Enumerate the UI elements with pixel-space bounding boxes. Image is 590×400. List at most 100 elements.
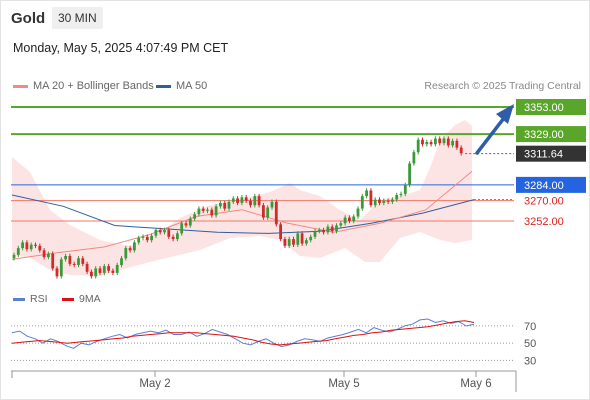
candle-body bbox=[283, 239, 287, 246]
candle-body bbox=[115, 265, 119, 273]
candle-body bbox=[309, 236, 313, 241]
candle-body bbox=[158, 230, 162, 233]
x-axis: May 2 May 5 May 6 bbox=[11, 370, 517, 392]
bollinger-swatch bbox=[13, 84, 28, 88]
candle-body bbox=[90, 271, 93, 277]
header-bar: Gold 30 MIN bbox=[0, 0, 590, 36]
candle-body bbox=[197, 208, 201, 215]
candle-body bbox=[339, 223, 343, 226]
candle-body bbox=[85, 263, 89, 272]
candle-body bbox=[412, 152, 416, 164]
candle-body bbox=[262, 205, 265, 218]
candle-body bbox=[124, 248, 128, 259]
candle-body bbox=[287, 239, 291, 246]
candle-body bbox=[365, 190, 368, 197]
candle-body bbox=[34, 244, 37, 246]
candle-body bbox=[107, 266, 110, 271]
candle-body bbox=[64, 255, 67, 260]
rsi-swatch bbox=[13, 297, 25, 301]
candle-body bbox=[429, 141, 433, 145]
forecast-arrow-head bbox=[496, 104, 514, 124]
price-level-labels: 3353.00 3329.00 3311.64 3284.00 3270.00 3252.… bbox=[516, 99, 586, 228]
level-label-support: 3270.00 bbox=[524, 196, 564, 208]
candlesticks bbox=[12, 136, 463, 279]
rsi-ma-line bbox=[11, 320, 475, 346]
candle-body bbox=[47, 253, 50, 258]
rsi-level-30-label: 30 bbox=[524, 355, 536, 367]
candle-body bbox=[270, 201, 274, 208]
candle-body bbox=[81, 258, 85, 264]
candle-body bbox=[408, 163, 411, 185]
candle-body bbox=[356, 208, 360, 217]
candle-body bbox=[249, 200, 252, 206]
candle-body bbox=[317, 230, 321, 232]
candle-body bbox=[163, 230, 166, 233]
candle-body bbox=[399, 193, 403, 196]
rsi-ma-swatch bbox=[62, 297, 74, 301]
candle-body bbox=[38, 245, 42, 251]
moving-average-lines bbox=[11, 170, 514, 260]
candle-body bbox=[141, 236, 145, 238]
bollinger-band-fill bbox=[12, 120, 472, 276]
candle-body bbox=[395, 195, 399, 200]
candle-body bbox=[421, 139, 424, 145]
candle-body bbox=[386, 200, 390, 202]
candle-body bbox=[150, 235, 153, 241]
candle-body bbox=[369, 190, 373, 206]
candle-body bbox=[25, 242, 29, 250]
candle-body bbox=[373, 199, 377, 206]
level-label-pivot: 3284.00 bbox=[524, 180, 564, 192]
rsi-line bbox=[11, 318, 475, 349]
legend-rsi: RSI bbox=[13, 293, 48, 305]
candle-body bbox=[434, 138, 437, 145]
candle-body bbox=[253, 196, 257, 206]
level-label-resistance-box bbox=[516, 126, 586, 143]
candle-body bbox=[171, 236, 175, 240]
price-level-lines bbox=[11, 106, 514, 222]
candle-body bbox=[326, 226, 330, 233]
candle-body bbox=[42, 250, 46, 258]
candle-body bbox=[335, 225, 338, 232]
candle-body bbox=[305, 240, 308, 244]
x-tick-label: May 6 bbox=[460, 378, 491, 390]
candle-body bbox=[416, 139, 420, 153]
rsi-panel: 70 50 30 bbox=[11, 318, 536, 367]
candle-body bbox=[94, 268, 98, 277]
candle-body bbox=[322, 230, 325, 233]
x-tick-label: May 5 bbox=[328, 378, 359, 390]
candle-body bbox=[145, 236, 149, 241]
candle-body bbox=[279, 224, 282, 240]
candle-body bbox=[257, 196, 261, 206]
candle-body bbox=[21, 242, 24, 249]
candle-body bbox=[438, 138, 442, 144]
candle-body bbox=[72, 263, 76, 266]
legend-ma50: MA 50 bbox=[156, 80, 207, 92]
candle-body bbox=[176, 233, 179, 240]
candle-body bbox=[244, 197, 248, 201]
candle-body bbox=[167, 230, 171, 237]
rsi-level-70-label: 70 bbox=[524, 321, 536, 333]
level-label-resistance: 3329.00 bbox=[524, 129, 564, 141]
candle-body bbox=[348, 217, 351, 221]
ma20-line bbox=[11, 170, 473, 260]
candle-body bbox=[455, 140, 459, 148]
x-tick-label: May 2 bbox=[139, 378, 170, 390]
candle-body bbox=[51, 253, 55, 269]
candle-body bbox=[206, 209, 209, 211]
timeframe-badge[interactable]: 30 MIN bbox=[52, 7, 103, 29]
bollinger-band-area bbox=[12, 120, 472, 276]
level-label-current: 3311.64 bbox=[524, 149, 563, 161]
level-label-current-box bbox=[516, 145, 586, 162]
candle-body bbox=[154, 230, 158, 236]
level-label-resistance: 3353.00 bbox=[524, 102, 564, 114]
candle-body bbox=[133, 242, 136, 251]
candle-body bbox=[201, 208, 205, 211]
candle-body bbox=[236, 198, 239, 203]
candle-body bbox=[223, 202, 227, 209]
candle-body bbox=[193, 214, 196, 219]
candle-body bbox=[210, 209, 214, 216]
candle-body bbox=[59, 259, 63, 277]
candle-body bbox=[266, 207, 270, 218]
level-label-support: 3252.00 bbox=[524, 216, 564, 228]
legend-rsi-label: RSI bbox=[30, 293, 48, 305]
